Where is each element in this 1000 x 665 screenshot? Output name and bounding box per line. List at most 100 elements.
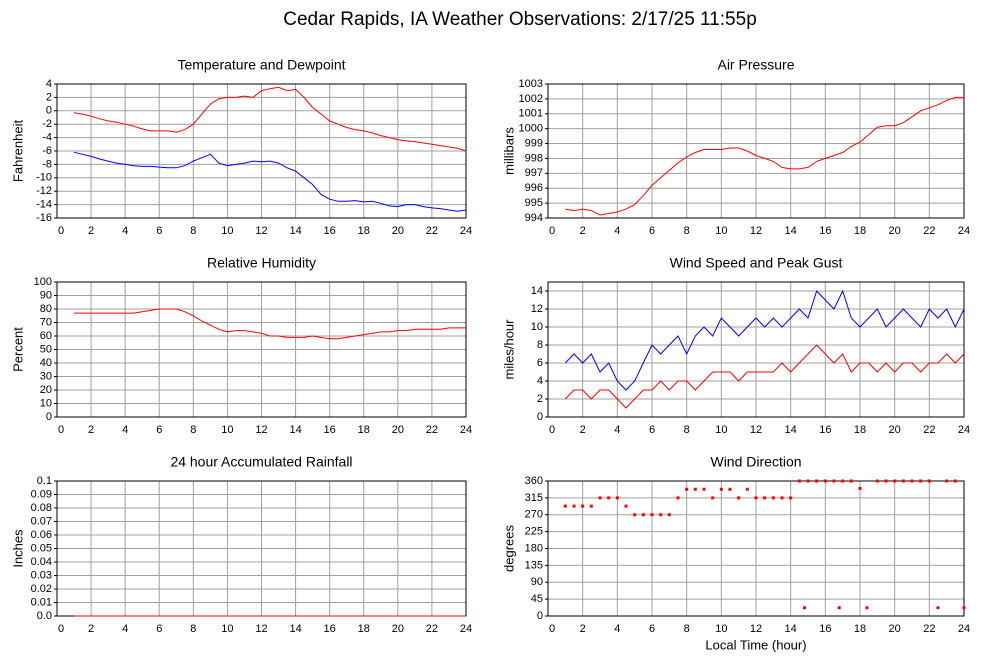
- x-tick-label: 4: [614, 424, 620, 436]
- x-tick-label: 18: [854, 424, 866, 436]
- y-tick-label: 30: [40, 370, 52, 382]
- data-line: [565, 96, 964, 216]
- data-point: [837, 606, 841, 610]
- x-tick-label: 4: [122, 424, 128, 436]
- x-tick-label: 0: [549, 225, 555, 237]
- x-tick-label: 24: [460, 623, 472, 635]
- data-point: [719, 487, 723, 491]
- y-tick-label: 0.01: [31, 596, 52, 608]
- data-point: [858, 487, 862, 490]
- x-tick-label: 10: [715, 623, 727, 635]
- y-axis-label: Inches: [10, 529, 25, 568]
- x-tick-label: 4: [122, 225, 128, 237]
- x-tick-label: 20: [392, 623, 404, 635]
- y-tick-label: 315: [525, 492, 543, 504]
- plot-frame: [547, 480, 965, 617]
- y-tick-label: 0.02: [31, 583, 52, 595]
- x-tick-label: 8: [190, 623, 196, 635]
- data-point: [919, 479, 923, 483]
- x-tick-label: 22: [923, 225, 935, 237]
- y-tick-label: -14: [36, 199, 52, 211]
- x-tick-label: 2: [88, 424, 94, 436]
- x-tick-label: 6: [156, 424, 162, 436]
- chart-title: Temperature and Dewpoint: [177, 57, 345, 73]
- x-tick-label: 10: [221, 623, 233, 635]
- y-tick-label: -10: [36, 172, 52, 184]
- data-point: [754, 496, 758, 500]
- x-tick-label: 2: [88, 623, 94, 635]
- x-tick-label: 14: [289, 623, 301, 635]
- chart-title: 24 hour Accumulated Rainfall: [170, 454, 352, 470]
- x-tick-label: 0: [58, 623, 64, 635]
- x-tick-label: 12: [750, 623, 762, 635]
- y-tick-label: 80: [40, 303, 52, 315]
- data-point: [893, 479, 897, 483]
- data-point: [615, 496, 619, 500]
- data-point: [945, 479, 949, 483]
- x-tick-label: 4: [614, 623, 620, 635]
- x-tick-label: 22: [426, 623, 438, 635]
- y-tick-label: 0: [537, 411, 543, 423]
- x-tick-label: 2: [580, 424, 586, 436]
- data-point: [803, 606, 807, 610]
- y-tick-label: 998: [525, 152, 543, 164]
- y-tick-label: 0.06: [31, 529, 52, 541]
- data-point: [563, 504, 567, 508]
- x-tick-label: 12: [255, 623, 267, 635]
- chart-title: Wind Direction: [710, 454, 801, 470]
- x-tick-label: 16: [819, 225, 831, 237]
- y-tick-label: 995: [525, 197, 543, 209]
- chart-panel: 24 hour Accumulated Rainfall Inches 0.0 0.0…: [10, 454, 472, 635]
- x-tick-label: 8: [190, 225, 196, 237]
- x-tick-label: 2: [580, 623, 586, 635]
- y-tick-label: 0.05: [31, 542, 52, 554]
- data-point: [745, 487, 749, 491]
- data-point: [823, 479, 827, 483]
- y-axis-label: Fahrenheit: [10, 120, 25, 183]
- data-point: [641, 513, 645, 517]
- x-tick-label: 10: [715, 424, 727, 436]
- x-tick-label: 18: [358, 225, 370, 237]
- x-tick-label: 10: [221, 225, 233, 237]
- y-tick-label: 0: [46, 105, 52, 117]
- x-tick-label: 24: [460, 225, 472, 237]
- x-tick-label: 14: [785, 623, 797, 635]
- data-point: [815, 479, 819, 483]
- y-tick-label: -4: [42, 132, 52, 144]
- x-axis-label: Local Time (hour): [705, 637, 806, 652]
- y-axis-label: miles/hour: [501, 319, 516, 380]
- x-tick-label: 14: [785, 225, 797, 237]
- data-point: [875, 479, 879, 483]
- x-tick-label: 10: [715, 225, 727, 237]
- x-tick-label: 20: [392, 225, 404, 237]
- data-point: [789, 496, 793, 500]
- data-point: [676, 496, 680, 500]
- data-point: [572, 504, 576, 508]
- x-tick-label: 20: [889, 424, 901, 436]
- y-tick-label: -8: [42, 158, 52, 170]
- y-tick-label: 1001: [519, 108, 543, 120]
- y-tick-label: -12: [36, 185, 52, 197]
- y-tick-label: 20: [40, 384, 52, 396]
- data-point: [737, 496, 741, 500]
- y-tick-label: 8: [537, 339, 543, 351]
- y-tick-label: -2: [42, 118, 52, 130]
- data-point: [910, 479, 914, 483]
- x-tick-label: 16: [819, 424, 831, 436]
- y-tick-label: 2: [46, 91, 52, 103]
- x-tick-label: 24: [958, 225, 970, 237]
- x-tick-label: 8: [684, 623, 690, 635]
- data-point: [702, 487, 706, 491]
- data-point: [763, 496, 767, 500]
- data-point: [685, 487, 689, 491]
- data-point: [711, 496, 715, 500]
- data-point: [633, 513, 637, 517]
- data-point: [936, 606, 940, 610]
- data-point: [849, 479, 853, 483]
- y-tick-label: 0.0: [37, 610, 52, 622]
- y-tick-label: 2: [537, 393, 543, 405]
- chart-title: Relative Humidity: [207, 255, 316, 271]
- y-tick-label: 40: [40, 357, 52, 369]
- x-tick-label: 22: [923, 623, 935, 635]
- data-point: [780, 496, 784, 500]
